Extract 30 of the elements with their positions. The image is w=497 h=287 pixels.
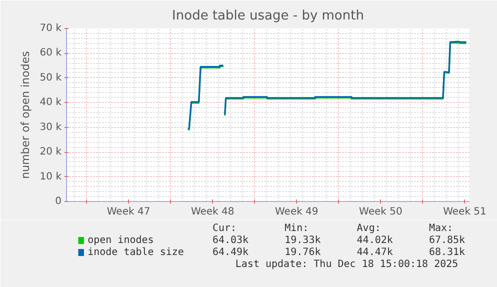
- text: 64.03k: [212, 235, 249, 246]
- y-tick-label: 30 k: [40, 122, 62, 133]
- text: Cur:: [212, 223, 237, 234]
- text: 19.33k: [284, 235, 321, 246]
- y-tick-label: 40 k: [40, 97, 62, 108]
- y-tick-label: 50 k: [40, 72, 62, 84]
- text: Max:: [428, 223, 454, 234]
- text: 44.02k: [356, 235, 393, 246]
- legend-label: open inodes: [88, 235, 154, 246]
- text: 67.85k: [428, 235, 466, 246]
- text: 68.31k: [428, 247, 466, 258]
- y-axis-title: number of open inodes: [18, 50, 32, 179]
- x-tick-label: Week 49: [274, 206, 318, 218]
- chart-title: Inode table usage - by month: [172, 8, 364, 24]
- y-tick-label: 20 k: [40, 146, 62, 158]
- x-tick-label: Week 50: [359, 206, 402, 218]
- x-tick-label: Week 51: [443, 206, 486, 218]
- text: Avg:: [356, 223, 381, 234]
- text: 19.76k: [284, 247, 321, 258]
- y-tick-label: 70 k: [40, 23, 62, 34]
- text: 64.49k: [212, 247, 249, 258]
- y-tick-label: 60 k: [40, 48, 62, 59]
- y-tick-label: 10 k: [40, 171, 62, 182]
- y-tick-label: 0: [55, 196, 62, 207]
- text: Last update: Thu Dec 18 15:00:18 2025: [235, 259, 458, 270]
- x-tick-label: Week 48: [190, 206, 234, 218]
- text: Min:: [284, 223, 309, 234]
- x-tick-label: Week 47: [106, 206, 150, 218]
- text: 44.47k: [356, 247, 393, 258]
- legend-label: inode table size: [88, 247, 184, 258]
